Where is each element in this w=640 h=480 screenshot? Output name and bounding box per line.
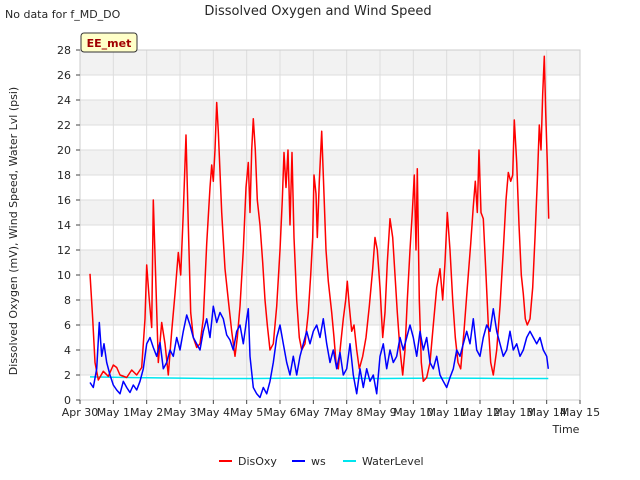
legend-label: DisOxy: [238, 455, 277, 468]
y-tick-label: 20: [57, 144, 71, 157]
y-tick-label: 0: [64, 394, 71, 407]
x-tick-label: May 7: [297, 406, 330, 419]
badge-box: [80, 32, 138, 53]
x-axis-label: Time: [552, 423, 580, 436]
series-line-waterlevel: [89, 376, 549, 380]
x-tick-label: May 2: [130, 406, 163, 419]
x-tick-label: May 12: [460, 406, 500, 419]
y-tick-label: 16: [57, 194, 71, 207]
y-tick-label: 12: [57, 244, 71, 257]
x-tick-label: Apr 30: [62, 406, 99, 419]
grid-band: [80, 200, 580, 225]
y-tick-label: 22: [57, 119, 71, 132]
x-tick-label: May 6: [263, 406, 296, 419]
y-tick-label: 8: [64, 294, 71, 307]
legend-label: ws: [311, 455, 326, 468]
y-tick-label: 4: [64, 344, 71, 357]
x-tick-label: May 4: [197, 406, 230, 419]
chart-title: Dissolved Oxygen and Wind Speed: [204, 4, 431, 19]
series-line-disoxy: [89, 55, 550, 383]
x-tick-label: May 5: [230, 406, 263, 419]
no-data-note: No data for f_MD_DO: [5, 8, 121, 21]
y-tick-label: 10: [57, 269, 71, 282]
legend: DisOxy ws WaterLevel: [219, 455, 424, 468]
x-tick-label: May 14: [527, 406, 567, 419]
y-tick-label: 18: [57, 169, 71, 182]
series-line-ws: [89, 305, 550, 399]
x-tick-label: May 8: [330, 406, 363, 419]
grid-band: [80, 100, 580, 125]
x-tick-label: May 13: [493, 406, 533, 419]
ee-met-badge: EE_met: [80, 32, 138, 53]
grid-band: [80, 50, 580, 75]
y-tick-label: 6: [64, 319, 71, 332]
x-tick-label: May 3: [163, 406, 196, 419]
grid-band: [80, 300, 580, 325]
grid-band: [80, 250, 580, 275]
x-tick-label: May 1: [97, 406, 130, 419]
y-axis-label: Dissolved Oxygen (mV), Wind Speed, Water…: [7, 87, 20, 375]
y-tick-label: 24: [57, 94, 71, 107]
y-tick-label: 2: [64, 369, 71, 382]
series-layer: [89, 55, 550, 399]
plot-area: [79, 49, 581, 401]
grid-band: [80, 150, 580, 175]
x-tick-label: May 10: [393, 406, 433, 419]
x-tick-label: May 9: [363, 406, 396, 419]
y-tick-label: 28: [57, 44, 71, 57]
legend-label: WaterLevel: [362, 455, 424, 468]
y-tick-label: 26: [57, 69, 71, 82]
badge-label: EE_met: [87, 37, 132, 50]
y-tick-label: 14: [57, 219, 71, 232]
x-tick-label: May 11: [427, 406, 467, 419]
x-tick-label: May 15: [560, 406, 600, 419]
